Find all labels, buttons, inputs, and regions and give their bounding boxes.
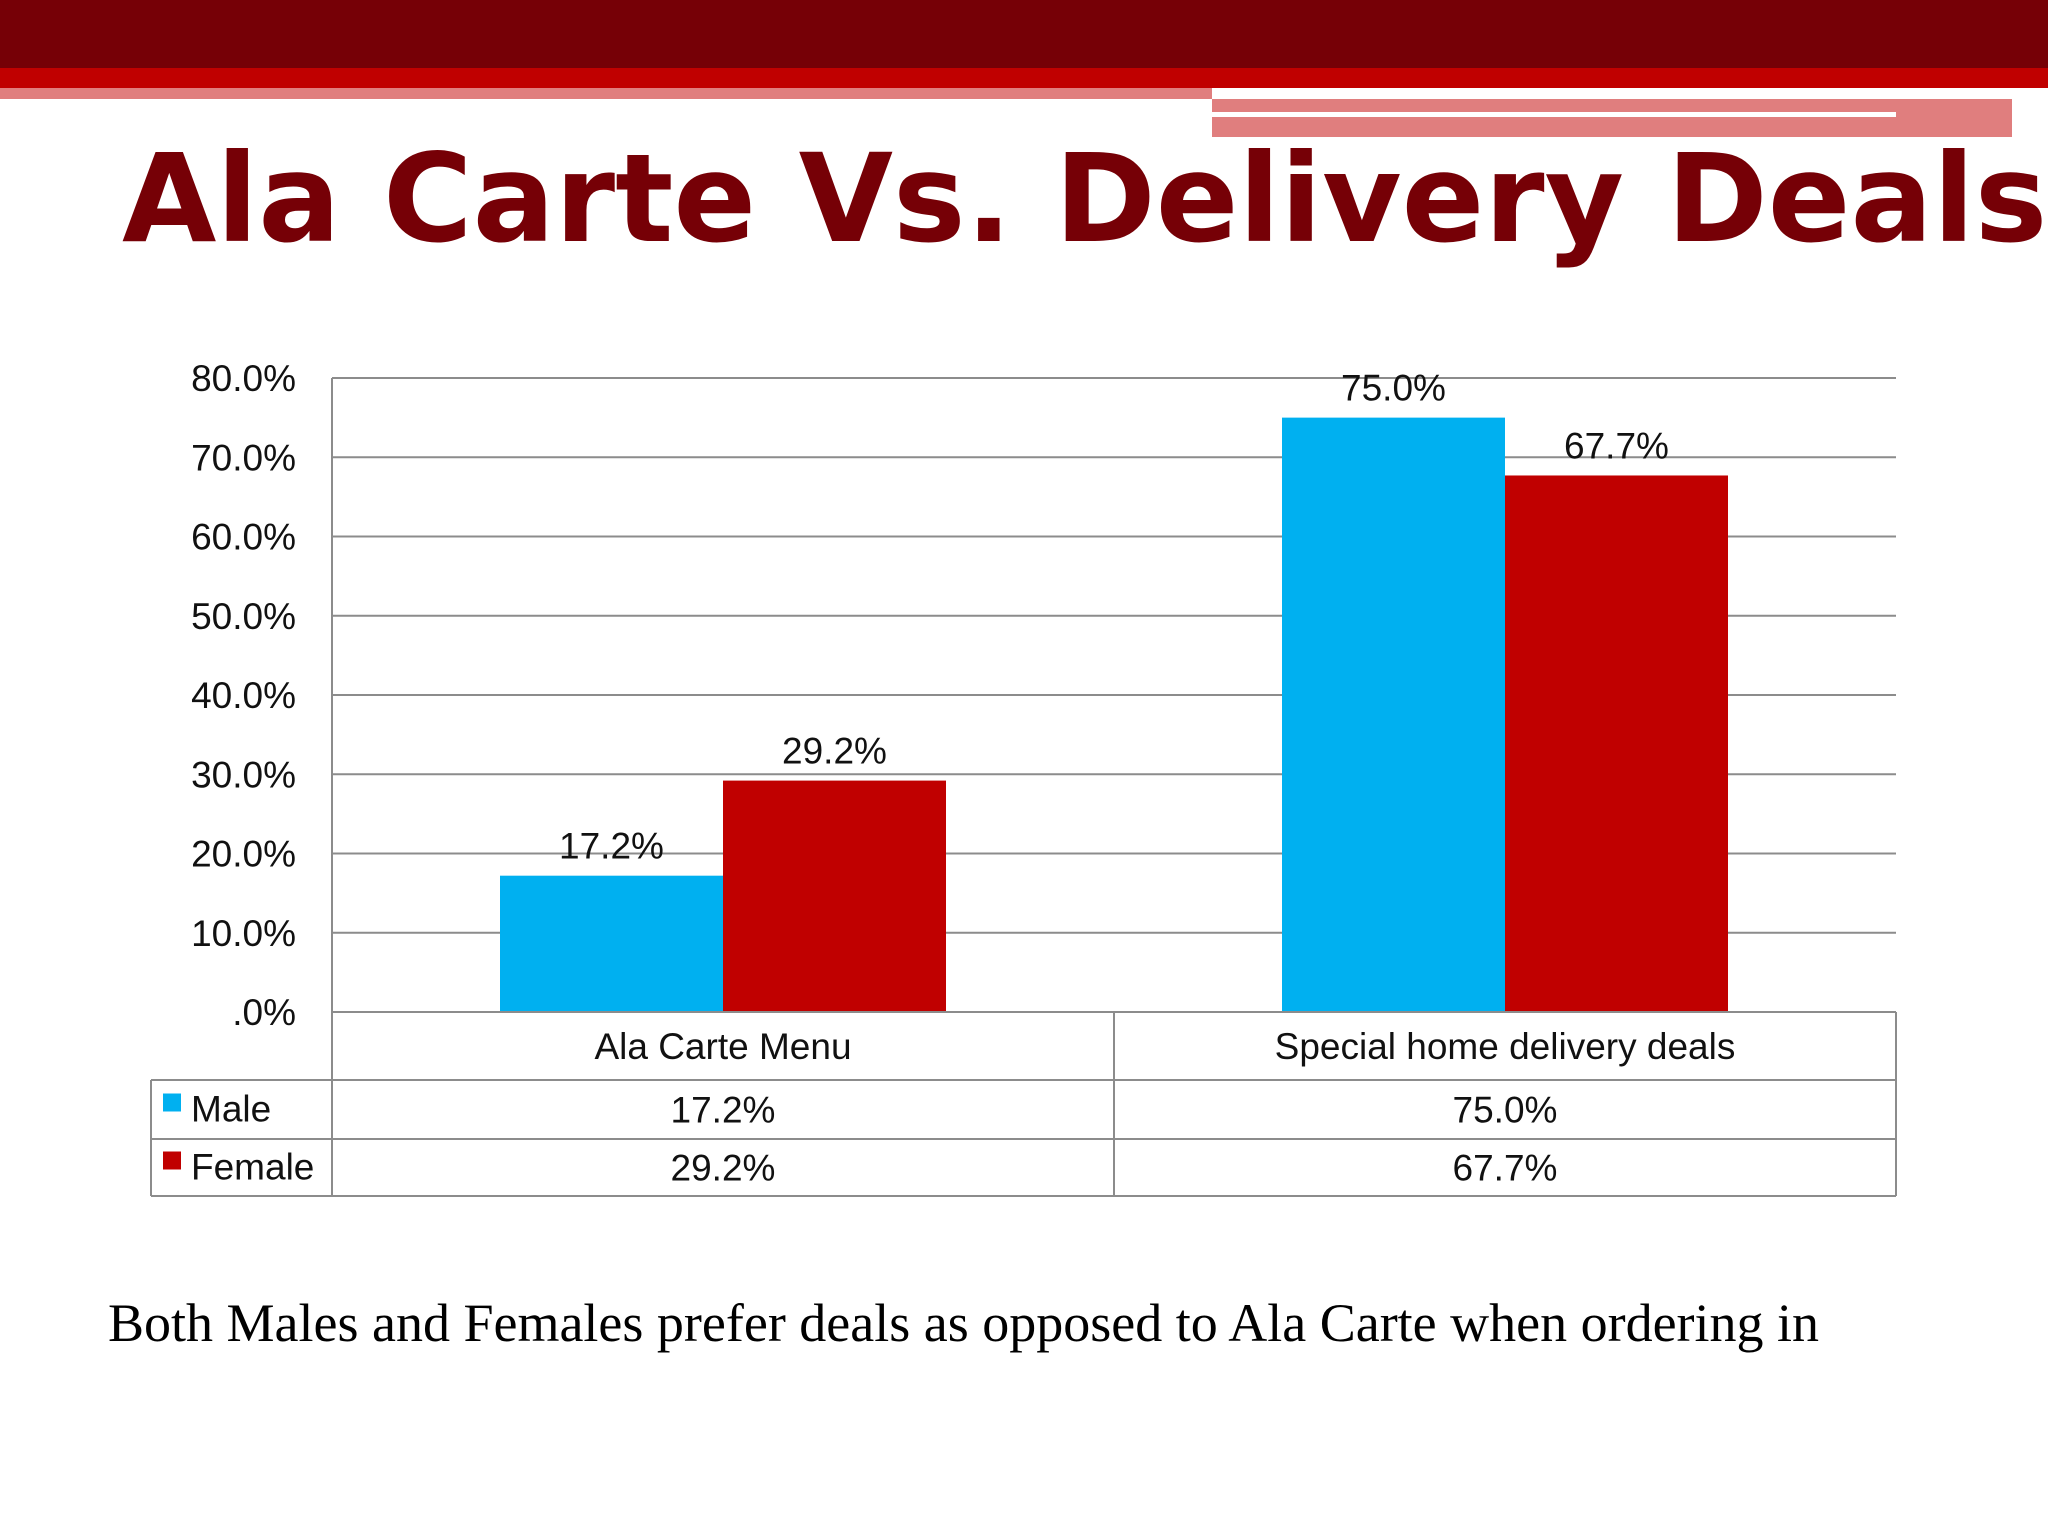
legend-key-male — [163, 1093, 181, 1112]
bar-male — [1282, 417, 1505, 1012]
y-tick-label: 40.0% — [191, 675, 296, 716]
y-tick-label: .0% — [232, 992, 296, 1033]
y-tick-label: 80.0% — [191, 358, 296, 399]
data-label: 75.0% — [1341, 368, 1446, 409]
data-label: 67.7% — [1564, 425, 1669, 466]
header-band-white-line — [1212, 112, 1896, 117]
legend-label: Male — [191, 1089, 271, 1130]
y-tick-label: 10.0% — [191, 913, 296, 954]
bar-male — [500, 875, 723, 1012]
y-tick-label: 20.0% — [191, 834, 296, 875]
data-label: 29.2% — [782, 731, 887, 772]
slide-title: Ala Carte Vs. Delivery Deals — [122, 128, 2048, 270]
header-band-dark — [0, 0, 2048, 68]
header-band-red — [0, 68, 2048, 88]
y-tick-label: 60.0% — [191, 517, 296, 558]
header-band-light-right — [1212, 99, 2012, 137]
table-cell: 29.2% — [671, 1148, 776, 1189]
table-cell: 17.2% — [671, 1090, 776, 1131]
legend-key-female — [163, 1151, 181, 1170]
table-cell: 67.7% — [1453, 1148, 1558, 1189]
category-label: Ala Carte Menu — [594, 1026, 851, 1067]
table-cell: 75.0% — [1453, 1090, 1558, 1131]
legend-label: Female — [191, 1147, 314, 1188]
bar-female — [1505, 475, 1728, 1012]
y-tick-label: 50.0% — [191, 596, 296, 637]
bar-female — [723, 780, 946, 1012]
data-label: 17.2% — [559, 826, 664, 867]
category-label: Special home delivery deals — [1275, 1026, 1736, 1067]
grouped-bar-chart: .0% 10.0% 20.0% 30.0% 40.0% 50.0% 60.0% 70.0% 80… — [150, 358, 1897, 1197]
slide-caption: Both Males and Females prefer deals as o… — [108, 1293, 1820, 1353]
y-tick-label: 70.0% — [191, 437, 296, 478]
y-tick-label: 30.0% — [191, 754, 296, 795]
header-band-light-left — [0, 88, 1212, 99]
